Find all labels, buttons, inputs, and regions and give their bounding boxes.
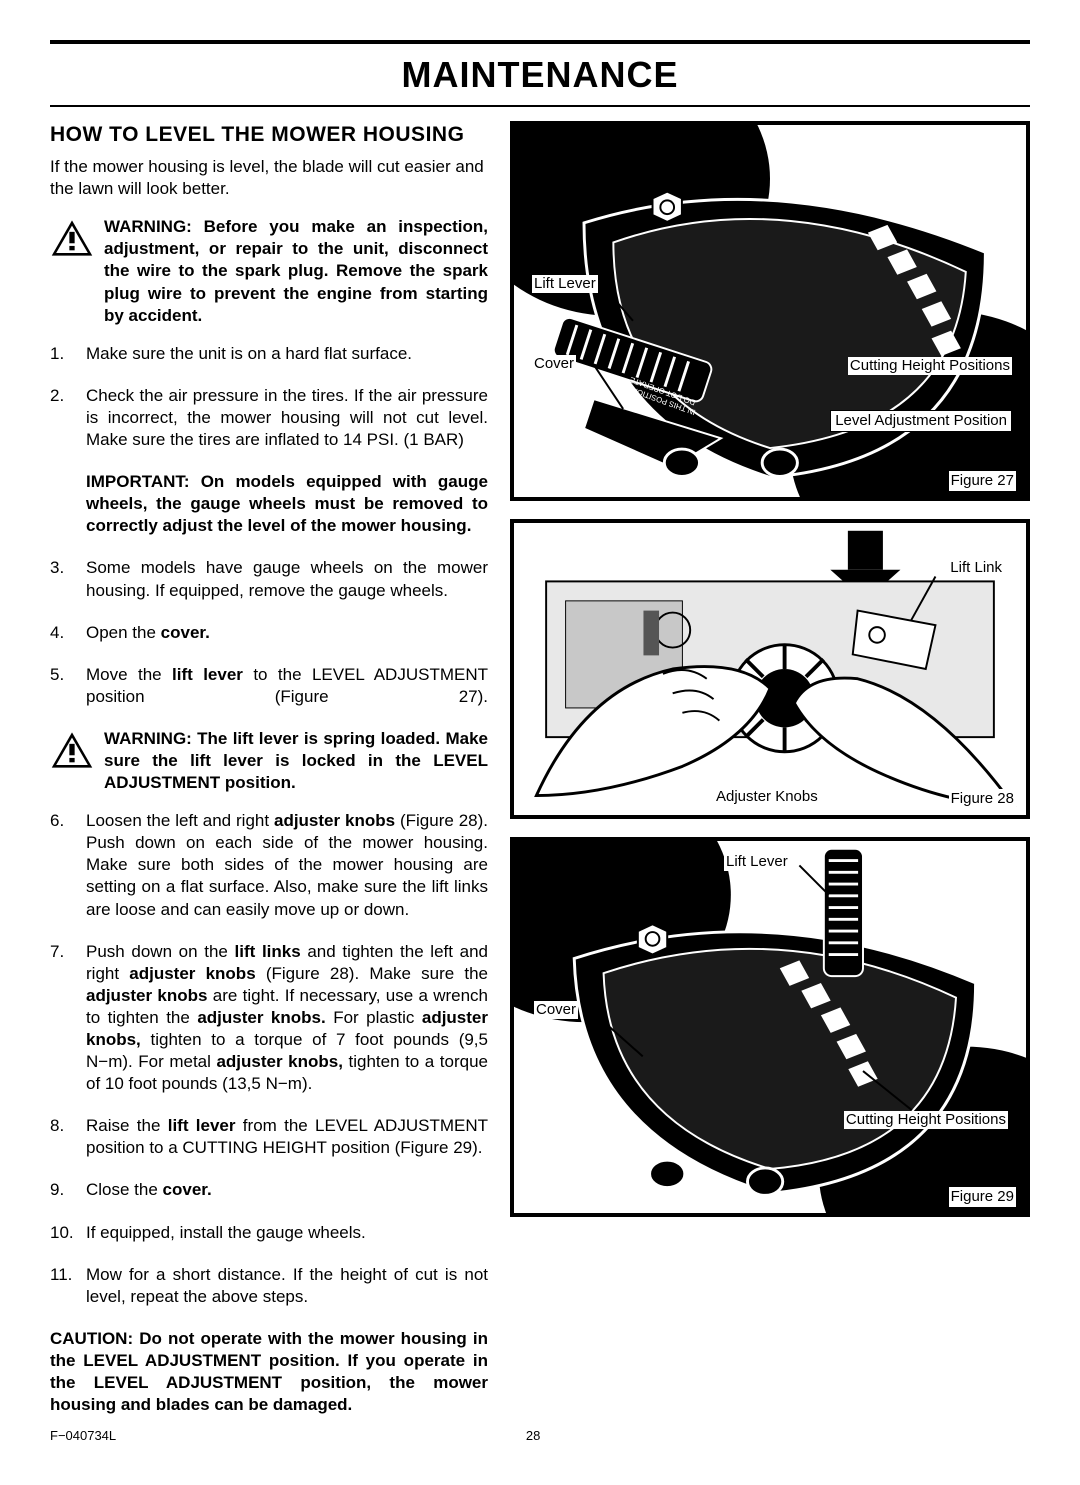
figure-29-caption: Figure 29 — [949, 1187, 1016, 1207]
figure-29: Lift Lever Cover Cutting Height Position… — [510, 837, 1030, 1217]
figure-28-caption: Figure 28 — [949, 789, 1016, 809]
label-cover-29: Cover — [534, 1001, 578, 1020]
figure-27: DO DOT OPERATE IN THIS POSITION Lift Lev… — [510, 121, 1030, 501]
warning-block-1: WARNING: Before you make an inspection, … — [50, 216, 488, 326]
step-6: 6.Loosen the left and right adjuster kno… — [50, 810, 488, 920]
step-3: 3.Some models have gauge wheels on the m… — [50, 557, 488, 601]
figure-27-caption: Figure 27 — [949, 471, 1016, 491]
content-columns: HOW TO LEVEL THE MOWER HOUSING If the mo… — [50, 121, 1030, 1416]
footer-page-number: 28 — [526, 1428, 540, 1445]
section-heading: HOW TO LEVEL THE MOWER HOUSING — [50, 121, 488, 148]
step-8: 8.Raise the lift lever from the LEVEL AD… — [50, 1115, 488, 1159]
warning-block-2: WARNING: The lift lever is spring loaded… — [50, 728, 488, 794]
label-cutting-positions-29: Cutting Height Positions — [844, 1111, 1008, 1130]
intro-text: If the mower housing is level, the blade… — [50, 156, 488, 200]
step-5: 5.Move the lift lever to the LEVEL ADJUS… — [50, 664, 488, 708]
warning-icon — [50, 216, 94, 326]
warning-text-1: WARNING: Before you make an inspection, … — [104, 216, 488, 326]
step-2: 2.Check the air pressure in the tires. I… — [50, 385, 488, 451]
label-cover: Cover — [532, 355, 576, 374]
caution-text: CAUTION: Do not operate with the mower h… — [50, 1328, 488, 1416]
step-9: 9.Close the cover. — [50, 1179, 488, 1201]
figure-28: Lift Link Adjuster Knobs Figure 28 — [510, 519, 1030, 819]
step-11: 11.Mow for a short distance. If the heig… — [50, 1264, 488, 1308]
label-lift-link: Lift Link — [948, 559, 1004, 578]
warning-text-2: WARNING: The lift lever is spring loaded… — [104, 728, 488, 794]
important-note: IMPORTANT: On models equipped with gauge… — [86, 471, 488, 537]
steps-list: 1.Make sure the unit is on a hard flat s… — [50, 343, 488, 451]
page-title: MAINTENANCE — [50, 52, 1030, 99]
step-7: 7.Push down on the lift links and tighte… — [50, 941, 488, 1096]
label-adjuster-knobs: Adjuster Knobs — [714, 788, 820, 807]
step-10: 10.If equipped, install the gauge wheels… — [50, 1222, 488, 1244]
step-4: 4.Open the cover. — [50, 622, 488, 644]
label-lift-lever-29: Lift Lever — [724, 853, 790, 872]
warning-icon — [50, 728, 94, 794]
label-cutting-positions: Cutting Height Positions — [848, 357, 1012, 376]
page-footer: F−040734L 28 — [50, 1428, 1030, 1445]
text-column: HOW TO LEVEL THE MOWER HOUSING If the mo… — [50, 121, 488, 1416]
label-lift-lever: Lift Lever — [532, 275, 598, 294]
label-level-adjustment: Level Adjustment Position — [830, 410, 1012, 433]
step-1: 1.Make sure the unit is on a hard flat s… — [50, 343, 488, 365]
figure-column: DO DOT OPERATE IN THIS POSITION Lift Lev… — [510, 121, 1030, 1416]
footer-doc-id: F−040734L — [50, 1428, 116, 1445]
